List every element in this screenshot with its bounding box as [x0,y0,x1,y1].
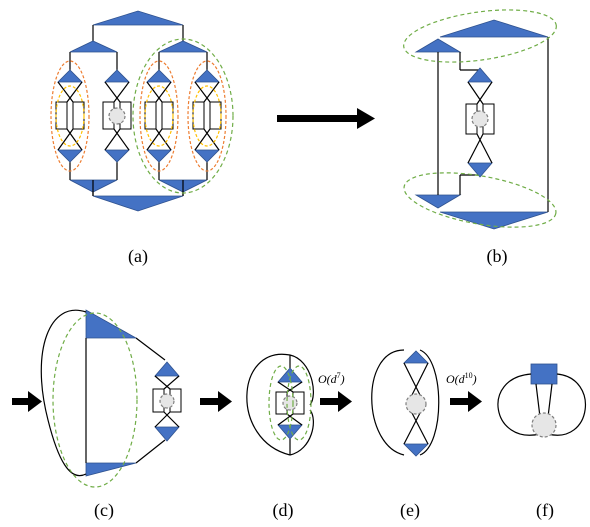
panel-f: (f) [497,363,587,521]
arrow-a-to-b [277,108,375,129]
caption-b: (b) [487,246,508,267]
bottom-triangle [403,443,429,457]
unit-box [144,101,157,130]
top-bond-lines [92,25,184,42]
unit-triangle [104,69,130,83]
caption-e: (e) [400,500,420,521]
frame-lines [437,37,549,212]
left-upper-triangle [414,38,462,53]
top-isometry-triangle [439,19,549,38]
green-group-ellipse [52,312,138,488]
unit-triangle [154,426,180,442]
panel-d: (d) [246,353,314,521]
connector-lines [135,337,166,464]
right-upper-triangle [158,40,208,53]
unit-box [209,101,222,130]
center-unit [152,361,182,442]
unit-3 [144,69,174,163]
top-triangle [85,309,138,339]
unit-lines [146,81,172,151]
outer-arc [40,309,87,477]
unit-lines [467,81,493,164]
unit-triangle [146,69,172,83]
bottom-triangle [85,462,137,477]
orange-group-ellipse [50,60,90,172]
yellow-group-ellipse [55,85,85,147]
unit-triangle [57,69,83,83]
unit-4 [192,69,222,163]
unit-box [55,101,68,130]
outer-loop [497,373,587,436]
caption-f: (f) [536,500,554,521]
left-upper-triangle [69,40,118,53]
top-triangle [403,350,429,364]
bottom-isometry-triangle [92,195,184,212]
unit-triangle [467,67,493,83]
bottom-isometry-triangle [439,211,549,230]
center-unit [465,67,495,178]
caption-c: (c) [94,500,114,521]
center-operator-circle [108,107,126,125]
unit-box [192,101,205,130]
left-lower-triangle [414,194,462,209]
green-group-ellipse [132,38,234,194]
arrow-c-to-d [200,391,232,412]
caption-d: (d) [273,500,294,521]
green-group-ellipse-top [403,9,557,63]
arrow-into-c [12,391,42,412]
unit-box [161,101,174,130]
panel-a: (a) [50,10,234,267]
cost-label-d-to-e: O(d7) [318,371,345,386]
orange-group-ellipse [139,60,179,172]
center-operator-circle [159,393,175,409]
unit-triangle [154,361,180,377]
cost-label-e-to-f: O(d10) [446,371,477,386]
branch-lines [69,52,208,196]
green-group-ellipse [268,365,294,441]
panel-c: (c) [12,309,182,521]
outer-loop-right [289,354,314,456]
unit-lines [57,81,83,151]
yellow-group-ellipse [192,85,222,147]
unit-triangle [194,149,220,163]
caption-a: (a) [128,246,148,267]
unit-triangle [57,149,83,163]
unit-lines [154,375,180,428]
unit-lines [277,355,303,455]
yellow-group-ellipse [144,85,174,147]
unit-2-center [102,69,132,163]
outer-loop [246,353,291,456]
unit-triangle [104,149,130,163]
outer-loop-right [419,349,440,456]
unit-triangle [467,162,493,178]
panel-e: (e) [371,349,440,521]
center-operator-circle [471,110,489,128]
unit-triangle [277,367,303,383]
center-operator-circle [405,393,427,415]
unit-lines [104,81,130,151]
center-lines [403,362,429,445]
orange-group-ellipse [187,60,227,172]
contracted-tensor-square [530,363,558,385]
unit-lines [194,81,220,151]
unit-triangle [146,149,172,163]
unit-1 [55,69,85,163]
panel-b: (b) [403,9,557,267]
arrow-e-to-f: O(d10) [446,371,482,412]
top-isometry-triangle [92,10,184,26]
arrow-d-to-e: O(d7) [318,371,352,412]
center-operator-circle [531,412,557,438]
unit-box [72,101,85,130]
green-group-ellipse-bottom [403,172,557,228]
center-unit [275,355,305,455]
green-group-ellipse [286,365,312,441]
connection-lines [535,383,553,418]
center-operator-circle [282,395,298,411]
unit-triangle [194,69,220,83]
unit-triangle [277,424,303,440]
outer-loop [371,349,405,456]
